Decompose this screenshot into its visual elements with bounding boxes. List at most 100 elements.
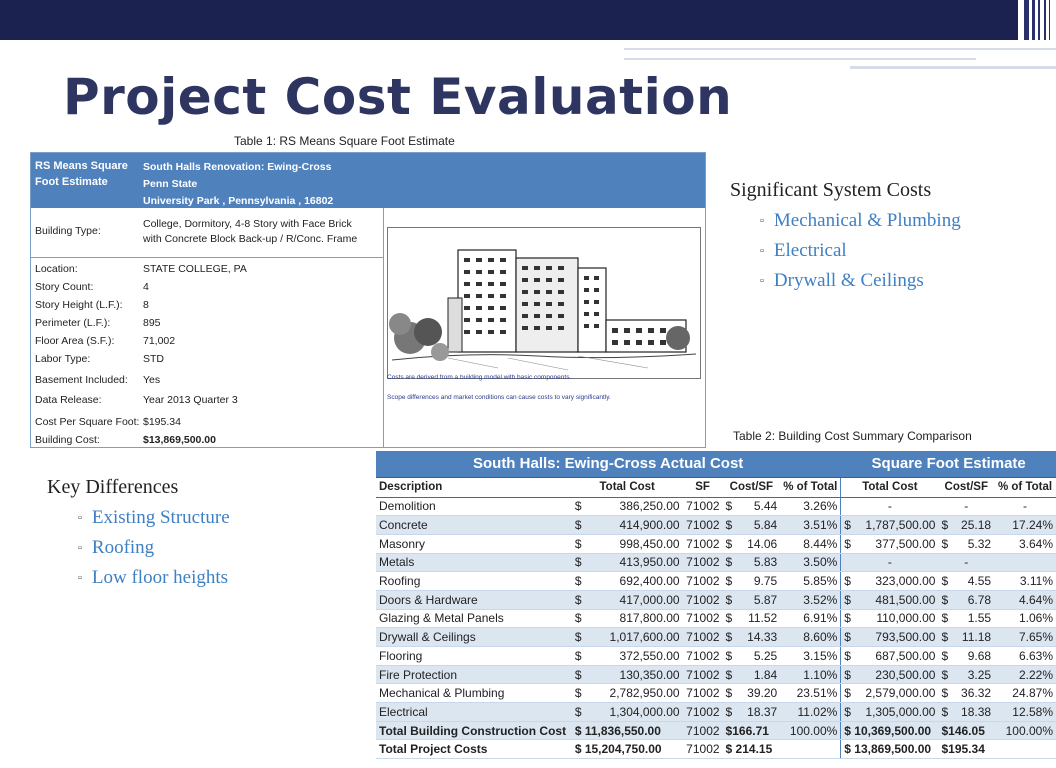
cell-value: 372,550.00 <box>619 648 680 663</box>
currency-sign: $ <box>574 667 582 682</box>
cell-value: 386,250.00 <box>619 499 680 514</box>
row-description: Glazing & Metal Panels <box>376 609 572 629</box>
currency-sign: $ <box>941 704 949 719</box>
currency-sign: $ <box>725 574 733 589</box>
actual-cost-per-sf: $5.87 <box>722 590 781 610</box>
rs-means-header-label: RS Means Square Foot Estimate <box>35 160 128 188</box>
square-feet: 71002 <box>682 571 723 591</box>
actual-percent: 23.51% <box>780 683 842 704</box>
deco-line <box>624 58 976 60</box>
cell-value: 687,500.00 <box>875 648 936 663</box>
estimate-total-cost: - <box>840 497 939 517</box>
currency-sign: $ <box>725 686 733 701</box>
currency-sign: $ <box>941 611 949 626</box>
list-item-label: Low floor heights <box>91 567 229 588</box>
cell-value: 230,500.00 <box>875 667 936 682</box>
estimate-cost-per-sf: $1.55 <box>938 609 995 629</box>
row-description: Drywall & Ceilings <box>376 627 572 647</box>
actual-percent: 3.52% <box>780 590 842 610</box>
actual-total-cost: $2,782,950.00 <box>571 683 683 704</box>
cell-value: 377,500.00 <box>875 536 936 551</box>
actual-total-cost: $372,550.00 <box>571 646 683 666</box>
estimate-percent: 3.11% <box>994 571 1056 591</box>
currency-sign: $ <box>574 686 582 701</box>
table-total-row: Total Project Costs $ 15,204,750.00 71002 $… <box>376 739 1056 760</box>
estimate-total-cost: $481,500.00 <box>840 590 939 610</box>
actual-total-cost: $413,950.00 <box>571 553 683 573</box>
estimate-percent: - <box>994 497 1056 517</box>
estimate-cost-per-sf: $18.38 <box>938 702 995 722</box>
actual-cost-per-sf: $11.52 <box>722 609 781 629</box>
table-row: Masonry $998,450.00 71002 $14.06 8.44% $377,5… <box>376 534 1056 554</box>
square-feet: 71002 <box>682 497 723 517</box>
list-item-label: Roofing <box>91 537 155 558</box>
estimate-percent <box>994 553 1056 573</box>
bullet-marker: ▫ <box>760 275 764 287</box>
estimate-cost-per-sf: $3.25 <box>938 665 995 685</box>
table-row: Concrete $414,900.00 71002 $5.84 3.51% $1,787… <box>376 515 1056 535</box>
top-banner <box>0 0 1018 40</box>
currency-sign: $ <box>844 611 851 626</box>
currency-sign: $ <box>941 686 949 701</box>
cell-value: 998,450.00 <box>619 536 680 551</box>
dormitory-sketch <box>388 228 700 378</box>
actual-percent: 8.44% <box>780 534 842 554</box>
row-description: Flooring <box>376 646 572 666</box>
param-row: Story Height (L.F.): 8 <box>35 299 149 311</box>
param-label: Labor Type: <box>35 353 91 365</box>
cell-value: 110,000.00 <box>876 611 936 626</box>
param-row: Location: STATE COLLEGE, PA <box>35 263 247 275</box>
col-header: Cost/SF <box>722 477 781 498</box>
actual-percent: 3.51% <box>780 515 842 535</box>
list-item-label: Drywall & Ceilings <box>773 270 924 291</box>
project-name: South Halls Renovation: Ewing-Cross <box>143 161 332 173</box>
cell-value: 1,787,500.00 <box>865 518 936 533</box>
param-row: Story Count: 4 <box>35 281 149 293</box>
cell-value: 18.38 <box>961 704 992 719</box>
page-title: Project Cost Evaluation <box>63 68 733 126</box>
row-description: Total Building Construction Cost <box>376 721 572 741</box>
cell-value: 9.68 <box>967 648 992 663</box>
actual-percent: 3.50% <box>780 553 842 573</box>
actual-total-cost: $692,400.00 <box>571 571 683 591</box>
estimate-total-cost: $110,000.00 <box>840 609 939 629</box>
list-item: ▫ Roofing <box>78 537 154 559</box>
row-description: Total Project Costs <box>376 739 572 760</box>
building-type-row: Building Type: <box>35 225 101 237</box>
currency-sign: $ <box>574 611 582 626</box>
group-actual-header: South Halls: Ewing-Cross Actual Cost <box>376 451 842 478</box>
currency-sign: $ <box>725 704 733 719</box>
building-type-label: Building Type: <box>35 225 101 237</box>
currency-sign: $ <box>574 704 582 719</box>
cell-value: 11.18 <box>961 630 992 645</box>
cell-value: 817,800.00 <box>619 611 680 626</box>
cell-value: 11.52 <box>748 611 778 626</box>
differences-heading: Key Differences <box>47 476 179 498</box>
estimate-total-cost: - <box>840 553 939 573</box>
param-label: Location: <box>35 263 78 275</box>
cell-value: 413,950.00 <box>619 555 680 570</box>
cell-value: 5.25 <box>753 648 778 663</box>
row-description: Electrical <box>376 702 572 722</box>
col-header: % of Total <box>994 477 1056 498</box>
currency-sign: $ <box>941 536 949 551</box>
estimate-total-cost: $1,305,000.00 <box>840 702 939 722</box>
currency-sign: $ <box>941 667 949 682</box>
estimate-cost-per-sf: $5.32 <box>938 534 995 554</box>
square-feet: 71002 <box>682 739 723 760</box>
currency-sign: $ <box>844 630 851 645</box>
actual-percent: 8.60% <box>780 627 842 647</box>
actual-cost-per-sf: $5.83 <box>722 553 781 573</box>
estimate-percent: 3.64% <box>994 534 1056 554</box>
currency-sign: $ <box>725 592 733 607</box>
row-description: Concrete <box>376 515 572 535</box>
estimate-total-cost: $2,579,000.00 <box>840 683 939 704</box>
actual-cost-per-sf: $166.71 <box>722 721 781 741</box>
col-header: SF <box>682 477 723 498</box>
row-description: Doors & Hardware <box>376 590 572 610</box>
param-value: $195.34 <box>143 416 181 428</box>
row-description: Fire Protection <box>376 665 572 685</box>
currency-sign: $ <box>574 574 582 589</box>
actual-percent: 100.00% <box>780 721 842 741</box>
currency-sign: $ <box>725 499 733 514</box>
